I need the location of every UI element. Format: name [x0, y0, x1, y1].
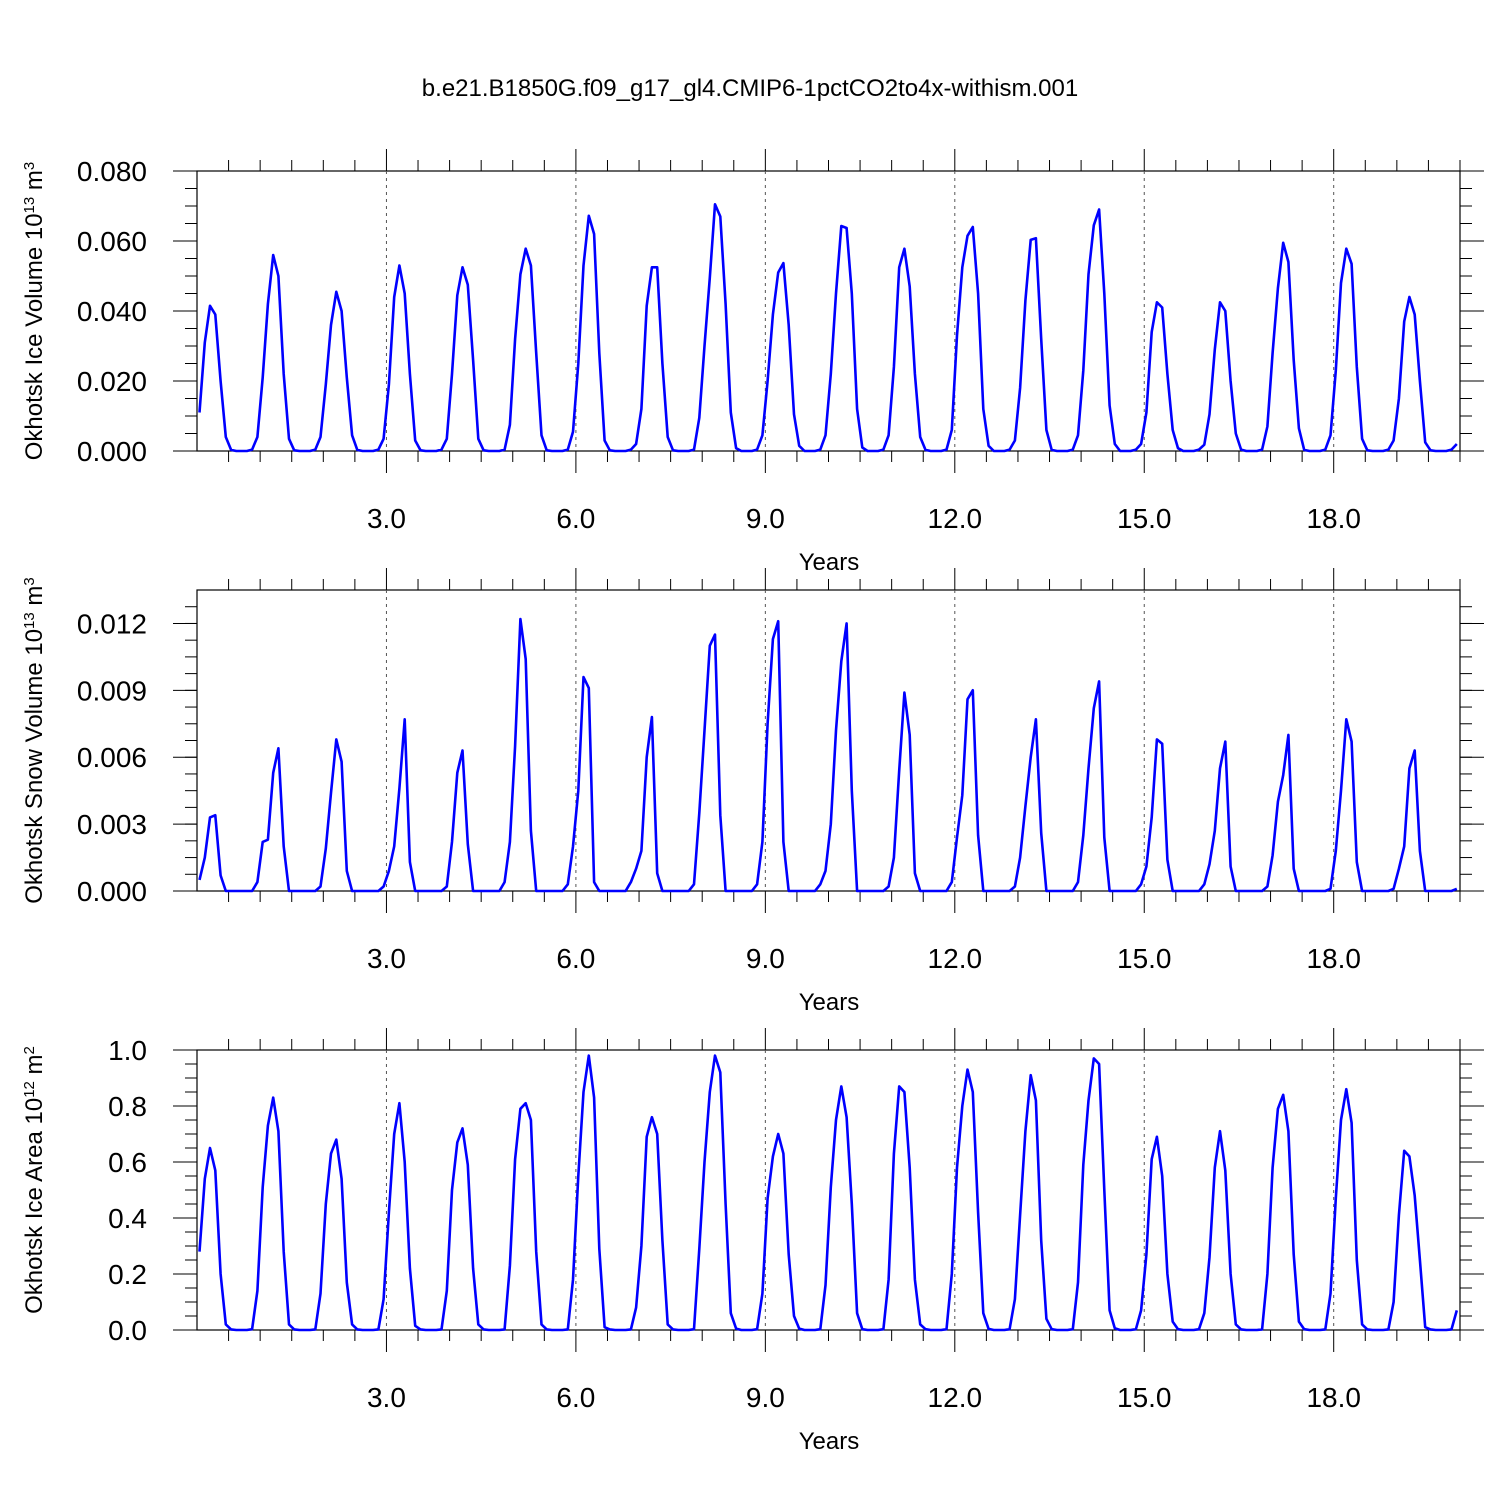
x-tick-label: 3.0 [367, 503, 406, 534]
y-tick-label: 0.8 [108, 1091, 147, 1122]
x-tick-label: 18.0 [1306, 943, 1361, 974]
panel-ice-volume: Okhotsk Ice Volume 1013 m3 Years 3.0 6.0 9… [21, 149, 1484, 576]
y-tick-label: 0.009 [77, 675, 147, 706]
x-tick-label: 12.0 [928, 503, 983, 534]
x-tick-label: 6.0 [556, 943, 595, 974]
y-tick-label: 0.060 [77, 226, 147, 257]
x-tick-label: 3.0 [367, 943, 406, 974]
ylabel-ice-area: Okhotsk Ice Area 1012 m2 [21, 1046, 49, 1314]
y-tick-label: 0.0 [108, 1315, 147, 1346]
x-tick-label: 12.0 [928, 1382, 983, 1413]
y-tick-label: 1.0 [108, 1035, 147, 1066]
series-line [198, 617, 1458, 893]
x-tick-label: 6.0 [556, 503, 595, 534]
ylabel-snow-volume: Okhotsk Snow Volume 1013 m3 [21, 577, 49, 904]
y-tick-label: 0.080 [77, 156, 147, 187]
y-tick-label: 0.2 [108, 1259, 147, 1290]
x-tick-label: 18.0 [1306, 1382, 1361, 1413]
y-tick-label: 0.006 [77, 742, 147, 773]
series-line [198, 1054, 1459, 1332]
panel-snow-volume: Okhotsk Snow Volume 1013 m3 Years 3.0 6.0… [21, 568, 1484, 1016]
ylabel-ice-volume: Okhotsk Ice Volume 1013 m3 [21, 162, 49, 461]
y-tick-label: 0.6 [108, 1147, 147, 1178]
x-tick-label: 15.0 [1117, 943, 1172, 974]
xlabel-snow-volume: Years [799, 989, 860, 1016]
x-tick-label: 9.0 [746, 943, 785, 974]
x-tick-label: 15.0 [1117, 1382, 1172, 1413]
figure-title: b.e21.B1850G.f09_g17_gl4.CMIP6-1pctCO2to… [422, 75, 1078, 102]
x-tick-label: 3.0 [367, 1382, 406, 1413]
x-tick-label: 12.0 [928, 943, 983, 974]
xlabel-ice-volume: Years [799, 549, 860, 576]
xlabel-ice-area: Years [799, 1428, 860, 1455]
x-tick-label: 6.0 [556, 1382, 595, 1413]
x-tick-label: 9.0 [746, 503, 785, 534]
x-tick-label: 15.0 [1117, 503, 1172, 534]
x-tick-label: 18.0 [1306, 503, 1361, 534]
y-tick-label: 0.000 [77, 876, 147, 907]
y-tick-label: 0.040 [77, 296, 147, 327]
x-tick-label: 9.0 [746, 1382, 785, 1413]
y-tick-label: 0.012 [77, 608, 147, 639]
y-tick-label: 0.000 [77, 436, 147, 467]
series-line [198, 203, 1458, 453]
panel-ice-area: Okhotsk Ice Area 1012 m2 Years 3.0 6.0 9.0… [21, 1028, 1484, 1455]
y-tick-label: 0.003 [77, 809, 147, 840]
y-tick-label: 0.4 [108, 1203, 147, 1234]
y-tick-label: 0.020 [77, 366, 147, 397]
